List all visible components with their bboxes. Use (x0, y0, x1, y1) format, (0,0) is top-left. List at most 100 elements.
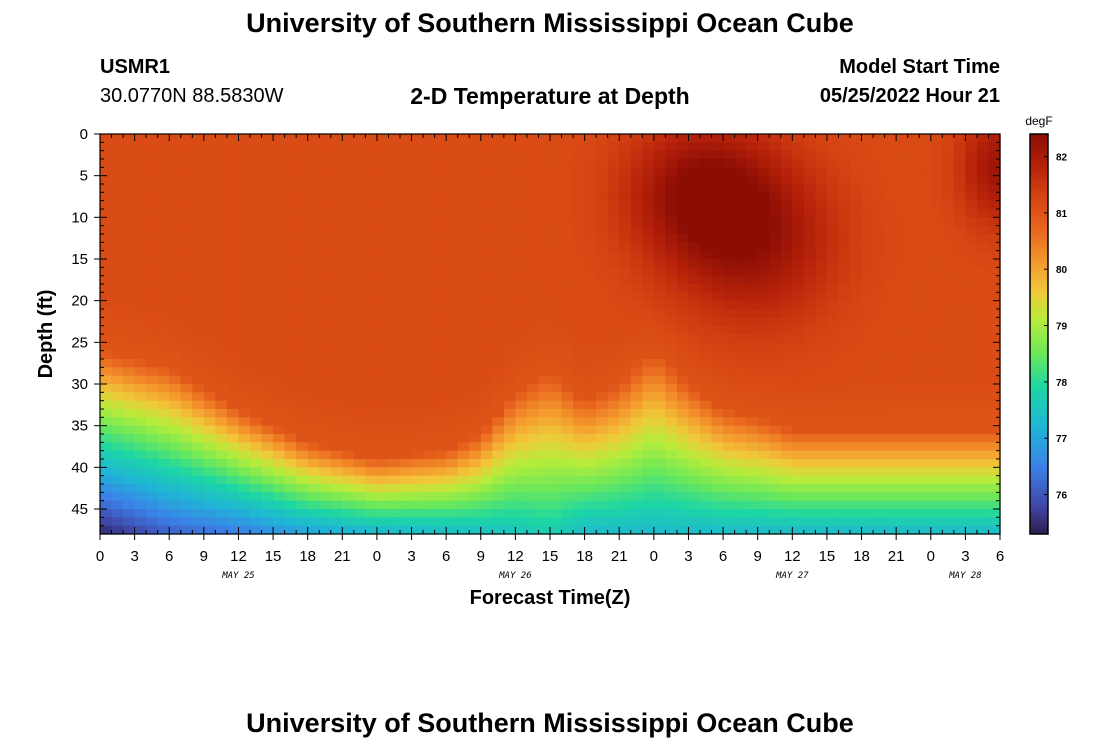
heatmap-cell (238, 425, 251, 435)
heatmap-cell (630, 450, 643, 460)
heatmap-cell (780, 275, 793, 285)
heatmap-cell (896, 409, 909, 418)
heatmap-cell (942, 259, 955, 268)
heatmap-cell (515, 250, 528, 260)
heatmap-cell (492, 500, 505, 510)
heatmap-cell (296, 225, 309, 235)
heatmap-cell (284, 434, 297, 443)
heatmap-cell (550, 309, 563, 318)
heatmap-cell (353, 184, 366, 193)
heatmap-cell (215, 467, 228, 477)
heatmap-cell (538, 134, 551, 143)
heatmap-cell (400, 175, 413, 185)
heatmap-cell (226, 142, 240, 152)
heatmap-cell (480, 525, 493, 535)
heatmap-cell (503, 342, 516, 352)
heatmap-cell (446, 159, 459, 168)
heatmap-cell (573, 350, 586, 360)
heatmap-cell (619, 275, 632, 285)
heatmap-cell (273, 475, 286, 485)
heatmap-cell (907, 175, 920, 185)
heatmap-cell (284, 159, 297, 168)
heatmap-cell (400, 184, 413, 193)
heatmap-cell (503, 309, 516, 318)
heatmap-cell (838, 492, 851, 502)
heatmap-cell (665, 217, 678, 227)
heatmap-cell (400, 367, 413, 377)
heatmap-cell (250, 317, 263, 327)
heatmap-cell (942, 450, 955, 460)
heatmap-cell (342, 500, 355, 510)
heatmap-cell (411, 142, 424, 152)
heatmap-cell (688, 467, 701, 477)
heatmap-cell (965, 300, 978, 310)
heatmap-cell (700, 350, 713, 360)
heatmap-cell (850, 500, 863, 510)
heatmap-cell (134, 409, 147, 418)
heatmap-cell (803, 250, 816, 260)
heatmap-cell (561, 242, 574, 252)
heatmap-cell (215, 434, 228, 443)
heatmap-cell (630, 209, 643, 218)
heatmap-cell (446, 417, 459, 427)
heatmap-cell (630, 217, 643, 227)
heatmap-cell (584, 167, 597, 177)
heatmap-cell (526, 492, 540, 502)
heatmap-cell (261, 242, 274, 252)
heatmap-cell (503, 375, 516, 385)
heatmap-cell (942, 159, 955, 168)
heatmap-cell (700, 225, 713, 235)
heatmap-cell (307, 450, 320, 460)
heatmap-cell (307, 317, 320, 327)
heatmap-cell (826, 492, 840, 502)
heatmap-cell (100, 384, 113, 393)
heatmap-cell (642, 350, 655, 360)
heatmap-cell (734, 275, 747, 285)
heatmap-cell (192, 392, 205, 402)
heatmap-cell (526, 442, 540, 452)
heatmap-cell (873, 250, 886, 260)
heatmap-cell (792, 150, 805, 160)
heatmap-cell (250, 525, 263, 535)
heatmap-cell (607, 325, 620, 335)
heatmap-cell (273, 417, 286, 427)
heatmap-cell (930, 334, 943, 343)
heatmap-cell (446, 225, 459, 235)
heatmap-cell (146, 225, 159, 235)
heatmap-cell (400, 167, 413, 177)
heatmap-cell (215, 142, 228, 152)
heatmap-cell (215, 259, 228, 268)
heatmap-cell (446, 425, 459, 435)
heatmap-cell (261, 350, 274, 360)
heatmap-cell (619, 392, 632, 402)
heatmap-cell (319, 317, 332, 327)
heatmap-cell (861, 525, 874, 535)
heatmap-cell (757, 400, 770, 410)
heatmap-cell (261, 459, 274, 468)
heatmap-cell (492, 317, 505, 327)
heatmap-cell (330, 342, 343, 352)
heatmap-cell (411, 350, 424, 360)
heatmap-cell (930, 392, 943, 402)
heatmap-cell (134, 334, 147, 343)
heatmap-cell (307, 367, 320, 377)
heatmap-cell (653, 400, 666, 410)
heatmap-cell (953, 367, 966, 377)
heatmap-cell (365, 450, 378, 460)
heatmap-cell (434, 300, 447, 310)
heatmap-cell (319, 200, 332, 210)
heatmap-cell (919, 300, 932, 310)
heatmap-cell (423, 392, 436, 402)
heatmap-cell (446, 350, 459, 360)
heatmap-cell (619, 467, 632, 477)
heatmap-cell (319, 450, 332, 460)
heatmap-cell (388, 192, 401, 202)
heatmap-cell (815, 284, 828, 293)
heatmap-cell (411, 300, 424, 310)
heatmap-cell (111, 217, 124, 227)
heatmap-cell (261, 334, 274, 343)
heatmap-cell (919, 484, 932, 493)
heatmap-cell (884, 167, 897, 177)
heatmap-cell (146, 250, 159, 260)
heatmap-cell (284, 342, 297, 352)
